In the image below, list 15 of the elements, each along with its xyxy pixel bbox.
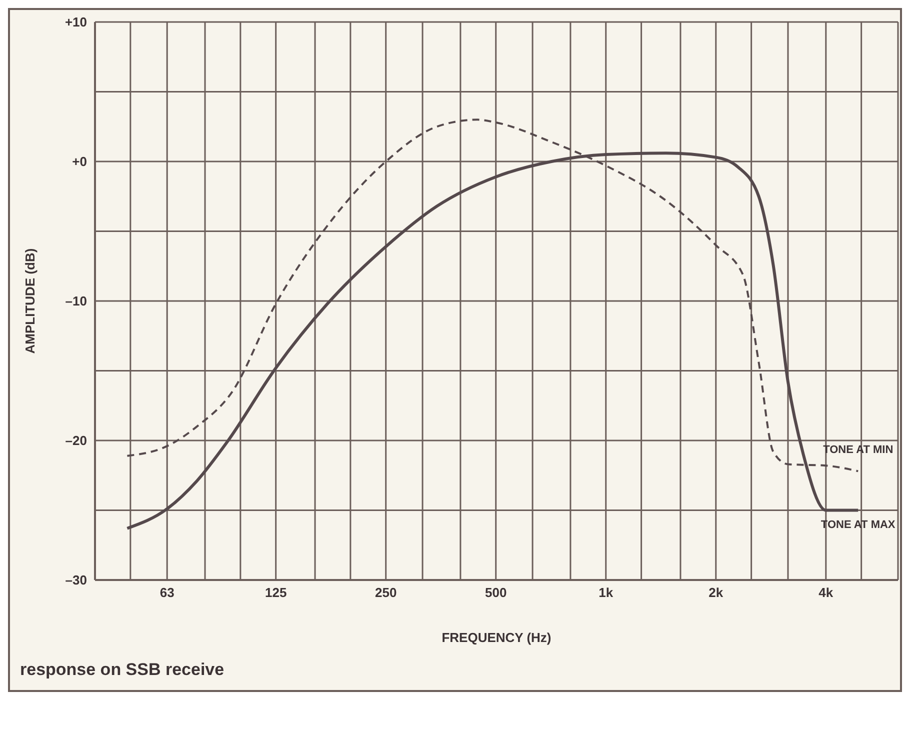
y-tick-label: –30 [65,572,87,588]
y-tick-label: –20 [65,433,87,448]
x-tick-label: 125 [264,585,287,600]
x-tick-label: 250 [375,585,397,600]
x-axis-title: FREQUENCY (Hz) [442,630,552,645]
x-tick-label: 4k [818,585,834,600]
x-tick-label: 1k [598,585,614,600]
y-tick-label: –10 [65,294,87,309]
x-tick-label: 500 [485,585,507,600]
text: response on SSB receive [19,660,226,681]
x-tick-label: 2k [708,585,724,600]
x-tick-label: 63 [160,585,174,600]
y-tick-label: +10 [64,14,87,30]
y-tick-label: +0 [72,154,87,170]
y-axis-title: AMPLITUDE (dB) [22,248,38,354]
